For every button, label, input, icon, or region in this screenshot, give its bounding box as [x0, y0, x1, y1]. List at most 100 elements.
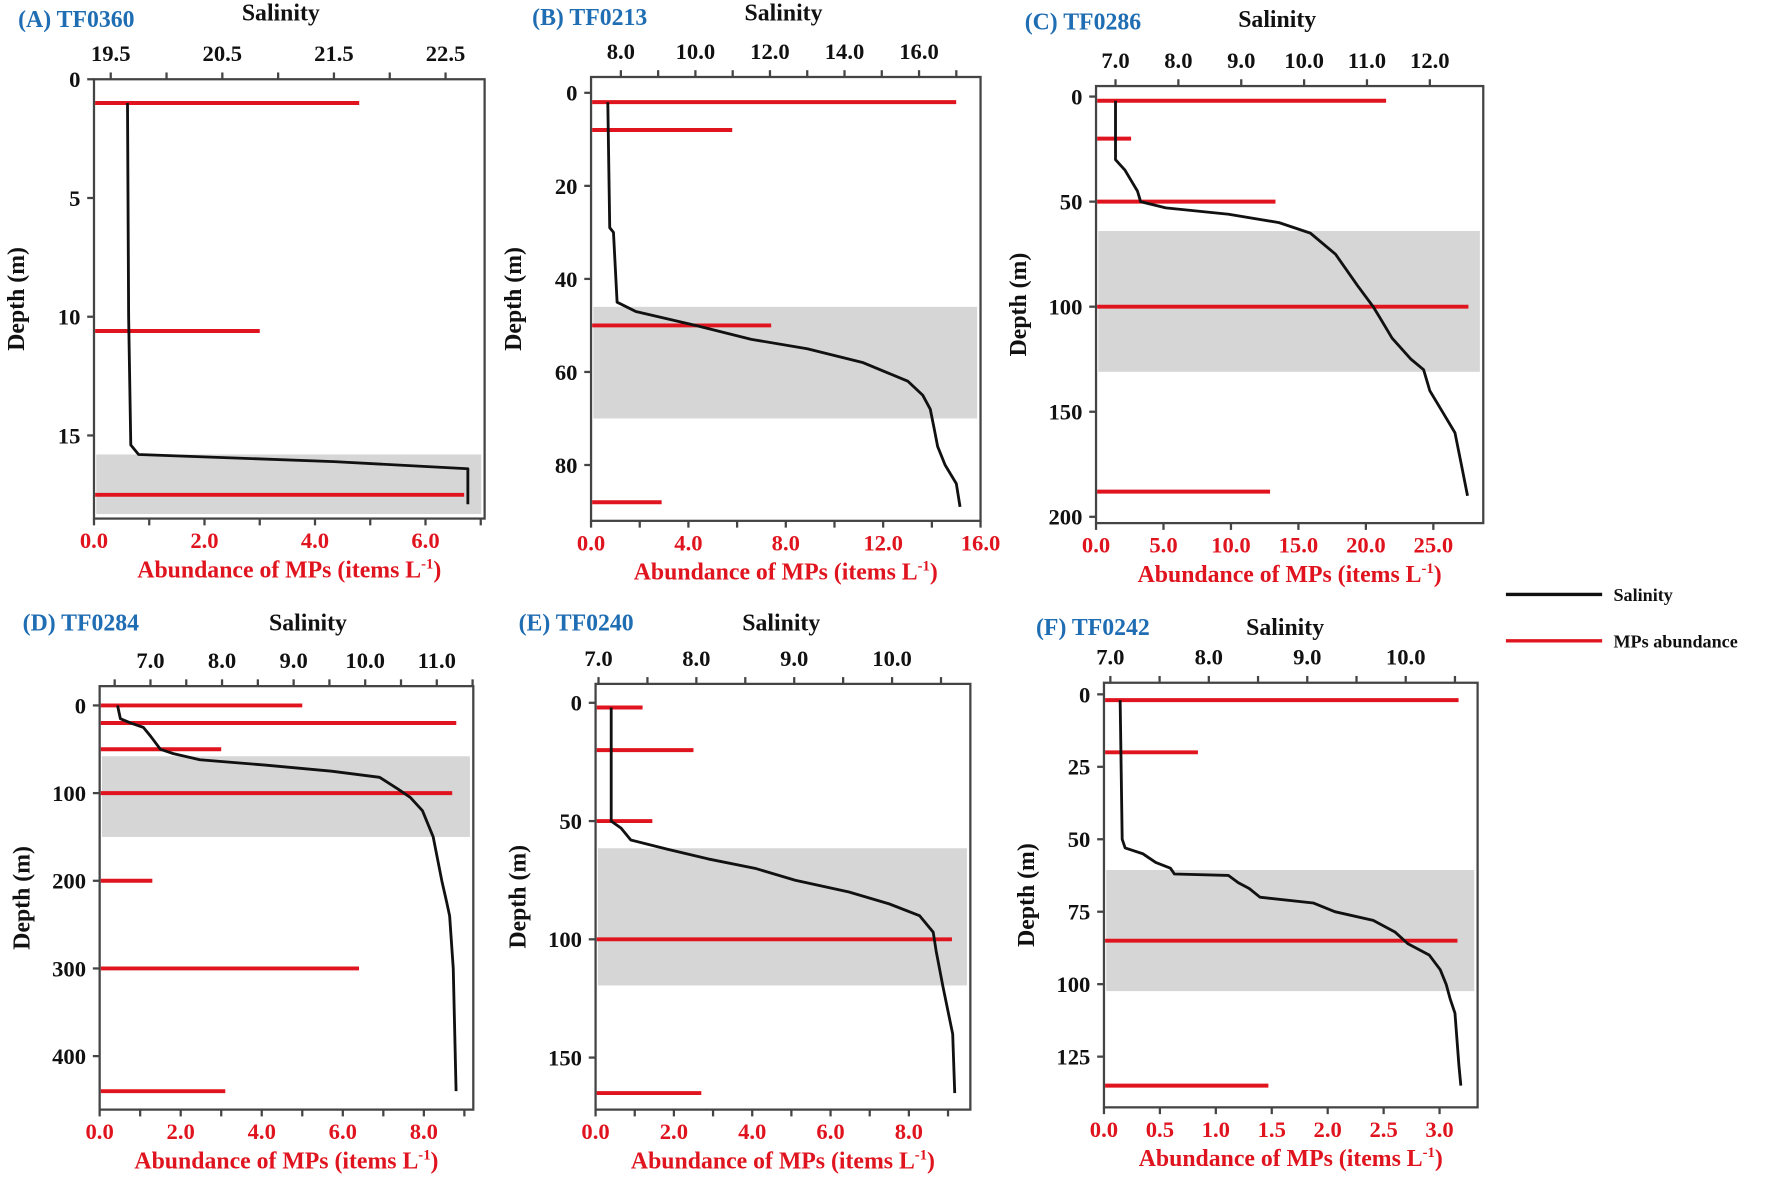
- abundance-tick-label: 3.0: [1425, 1117, 1453, 1142]
- abundance-axis-title-sup: -1: [1423, 1145, 1435, 1161]
- abundance-tick-label: 1.0: [1202, 1117, 1230, 1142]
- depth-tick-label: 100: [1049, 295, 1083, 320]
- depth-axis-title: Depth (m): [501, 247, 527, 351]
- depth-tick-label: 100: [548, 927, 582, 952]
- abundance-tick-label: 2.0: [190, 528, 218, 553]
- salinity-tick-label: 8.0: [208, 648, 236, 673]
- abundance-tick-label: 1.5: [1258, 1117, 1286, 1142]
- salinity-profile-line: [126, 103, 470, 505]
- abundance-axis-title-sup: -1: [915, 1147, 927, 1163]
- abundance-axis-title: Abundance of MPs (items L-1): [634, 559, 938, 586]
- panel-d: (D) TF0284 Salinity Depth (m) Abundance of …: [9, 611, 475, 1174]
- salinity-tick-label: 8.0: [682, 646, 710, 671]
- salinity-tick-label: 9.0: [1227, 48, 1255, 73]
- abundance-tick-label: 2.0: [660, 1119, 688, 1144]
- abundance-axis-title-end: ): [1435, 1146, 1443, 1172]
- abundance-tick-label: 15.0: [1279, 533, 1319, 558]
- depth-axis-title: Depth (m): [1006, 253, 1032, 357]
- abundance-axis-title-text: Abundance of MPs (items L: [134, 1148, 418, 1174]
- abundance-axis-title-sup: -1: [1422, 561, 1434, 577]
- depth-tick-label: 0: [1079, 682, 1090, 707]
- abundance-axis-title-sup: -1: [418, 1147, 430, 1163]
- depth-tick-label: 50: [1060, 190, 1083, 215]
- salinity-tick-label: 9.0: [780, 646, 808, 671]
- salinity-tick-label: 10.0: [676, 39, 716, 64]
- salinity-tick-label: 9.0: [279, 648, 307, 673]
- depth-axis-title: Depth (m): [1014, 843, 1040, 947]
- abundance-tick-label: 4.0: [674, 530, 702, 555]
- abundance-axis-title: Abundance of MPs (items L-1): [134, 1147, 438, 1174]
- panel-f: (F) TF0242 Salinity Depth (m) Abundance of …: [1014, 615, 1479, 1172]
- salinity-tick-label: 11.0: [418, 648, 456, 673]
- abundance-axis-title-end: ): [433, 557, 441, 583]
- abundance-axis-title-text: Abundance of MPs (items L: [1138, 562, 1422, 588]
- plot-frame: [594, 682, 972, 1111]
- abundance-tick-label: 2.5: [1369, 1117, 1397, 1142]
- depth-tick-label: 200: [1049, 505, 1083, 530]
- abundance-tick-label: 0.0: [1090, 1117, 1118, 1142]
- depth-tick-label: 150: [548, 1046, 582, 1071]
- salinity-tick-label: 21.5: [314, 41, 354, 66]
- panel-title: (D) TF0284: [23, 611, 140, 637]
- salinity-tick-label: 11.0: [1348, 48, 1386, 73]
- abundance-axis-title-text: Abundance of MPs (items L: [631, 1148, 915, 1174]
- depth-tick-label: 0: [566, 81, 577, 106]
- abundance-axis-title-sup: -1: [918, 559, 930, 575]
- panel-title: (F) TF0242: [1036, 615, 1150, 641]
- depth-tick-label: 5: [69, 186, 80, 211]
- abundance-tick-label: 6.0: [329, 1119, 357, 1144]
- abundance-tick-label: 6.0: [816, 1119, 844, 1144]
- depth-tick-label: 400: [52, 1044, 86, 1069]
- abundance-axis-title: Abundance of MPs (items L-1): [631, 1147, 935, 1174]
- depth-tick-label: 0: [571, 691, 582, 716]
- abundance-tick-label: 4.0: [301, 528, 329, 553]
- depth-axis-title: Depth (m): [505, 845, 531, 949]
- shaded-layer: [1098, 231, 1480, 372]
- depth-tick-label: 40: [555, 267, 578, 292]
- salinity-tick-label: 8.0: [607, 39, 635, 64]
- salinity-axis-title: Salinity: [242, 0, 320, 26]
- depth-tick-label: 10: [58, 305, 81, 330]
- depth-tick-label: 150: [1049, 400, 1083, 425]
- abundance-tick-label: 8.0: [895, 1119, 923, 1144]
- abundance-tick-label: 12.0: [863, 530, 903, 555]
- panel-b: (B) TF0213 Salinity Depth (m) Abundance of …: [501, 0, 1000, 585]
- abundance-tick-label: 5.0: [1149, 533, 1177, 558]
- salinity-tick-label: 7.0: [584, 646, 612, 671]
- abundance-axis-title: Abundance of MPs (items L-1): [1139, 1145, 1443, 1172]
- salinity-tick-label: 12.0: [1410, 48, 1450, 73]
- depth-tick-label: 20: [555, 174, 578, 199]
- plot-frame: [1094, 84, 1485, 525]
- shaded-layer: [1106, 869, 1475, 992]
- abundance-tick-label: 25.0: [1414, 533, 1454, 558]
- salinity-tick-label: 10.0: [872, 646, 912, 671]
- salinity-profile-line: [609, 707, 957, 1094]
- salinity-tick-label: 22.5: [426, 41, 466, 66]
- abundance-axis-title-text: Abundance of MPs (items L: [137, 557, 421, 583]
- abundance-tick-label: 20.0: [1346, 533, 1386, 558]
- salinity-axis-title: Salinity: [269, 611, 347, 637]
- salinity-tick-label: 9.0: [1293, 645, 1321, 670]
- salinity-tick-label: 10.0: [1386, 645, 1426, 670]
- plot-frame: [92, 78, 486, 520]
- salinity-tick-label: 10.0: [345, 648, 385, 673]
- abundance-tick-label: 8.0: [772, 530, 800, 555]
- abundance-axis-title-text: Abundance of MPs (items L: [634, 560, 918, 586]
- abundance-tick-label: 0.5: [1146, 1117, 1174, 1142]
- abundance-axis-title-sup: -1: [421, 556, 433, 572]
- abundance-tick-label: 16.0: [961, 530, 1001, 555]
- legend-mps-label: MPs abundance: [1613, 632, 1737, 652]
- abundance-tick-label: 2.0: [1314, 1117, 1342, 1142]
- salinity-axis-title: Salinity: [1238, 7, 1316, 33]
- depth-axis-title: Depth (m): [9, 846, 35, 950]
- abundance-axis-title-end: ): [1434, 562, 1442, 588]
- salinity-tick-label: 19.5: [91, 41, 131, 66]
- salinity-tick-label: 7.0: [1096, 645, 1124, 670]
- shaded-layer: [96, 454, 482, 515]
- plot-frame: [1102, 681, 1479, 1109]
- abundance-axis-title-end: ): [930, 560, 938, 586]
- abundance-tick-label: 8.0: [410, 1119, 438, 1144]
- depth-tick-label: 300: [52, 956, 86, 981]
- salinity-tick-label: 16.0: [899, 39, 939, 64]
- abundance-tick-label: 4.0: [738, 1119, 766, 1144]
